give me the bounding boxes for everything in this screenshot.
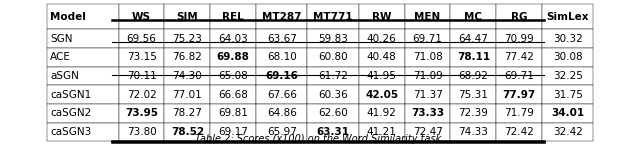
Text: Table 2: Scores (x100) on the Word Similarity task.: Table 2: Scores (x100) on the Word Simil… <box>195 134 445 144</box>
